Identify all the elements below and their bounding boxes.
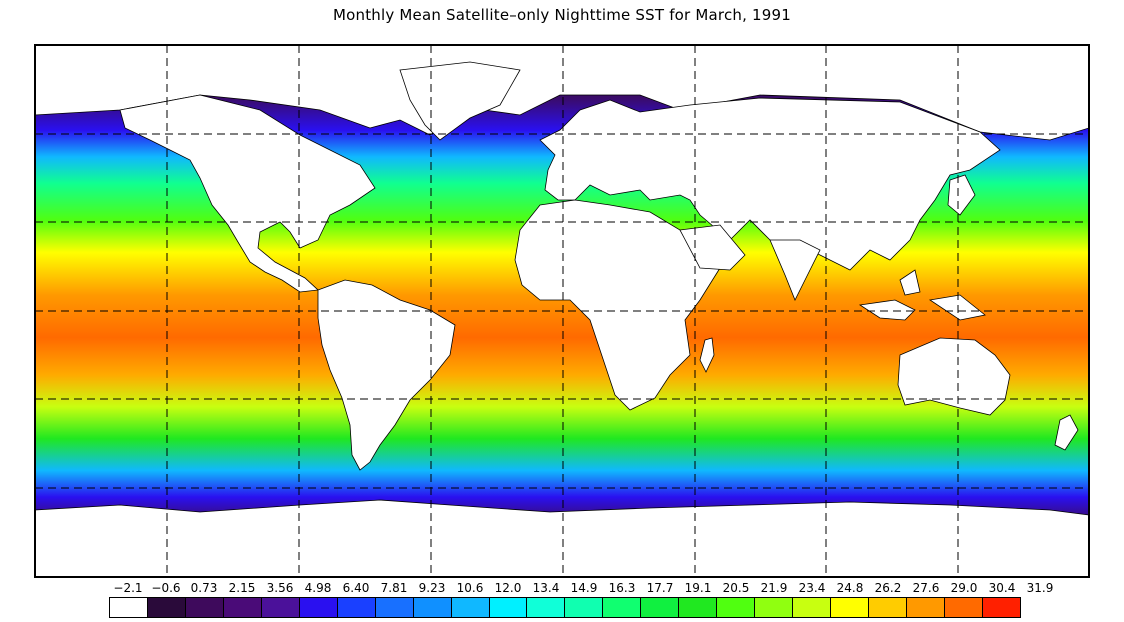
greenland bbox=[399, 61, 521, 141]
colorbar-swatch bbox=[299, 598, 338, 617]
graticule bbox=[35, 45, 1089, 577]
colorbar-tick-label: 16.3 bbox=[608, 581, 636, 595]
colorbar-tick-label: 17.7 bbox=[646, 581, 674, 595]
colorbar-tick-label: 3.56 bbox=[266, 581, 294, 595]
colorbar-tick-label: 4.98 bbox=[304, 581, 332, 595]
colorbar-tick-label: 26.2 bbox=[874, 581, 902, 595]
colorbar-swatch bbox=[793, 598, 832, 617]
colorbar-tick-label: 21.9 bbox=[760, 581, 788, 595]
sst-map bbox=[34, 44, 1090, 578]
colorbar-swatch bbox=[869, 598, 908, 617]
australia bbox=[897, 337, 1011, 416]
colorbar-swatch bbox=[261, 598, 300, 617]
colorbar-tick-label: 14.9 bbox=[570, 581, 598, 595]
colorbar-swatch bbox=[147, 598, 186, 617]
colorbar-swatch bbox=[527, 598, 566, 617]
colorbar-swatch bbox=[603, 598, 642, 617]
map-frame bbox=[34, 44, 1090, 578]
colorbar-tick-label: 12.0 bbox=[494, 581, 522, 595]
colorbar-tick-label: 6.40 bbox=[342, 581, 370, 595]
colorbar-swatch bbox=[489, 598, 528, 617]
colorbar-swatch bbox=[717, 598, 756, 617]
arabia bbox=[679, 224, 746, 271]
colorbar-swatch bbox=[944, 598, 983, 617]
colorbar-swatch bbox=[755, 598, 794, 617]
north-america bbox=[119, 94, 376, 293]
colorbar-tick-label: 29.0 bbox=[950, 581, 978, 595]
colorbar-swatch bbox=[907, 598, 945, 617]
colorbar-swatch bbox=[565, 598, 604, 617]
colorbar-swatch bbox=[451, 598, 490, 617]
colorbar-tick-label: 23.4 bbox=[798, 581, 826, 595]
colorbar-tick-label: 13.4 bbox=[532, 581, 560, 595]
colorbar-tick-label: 10.6 bbox=[456, 581, 484, 595]
africa bbox=[514, 199, 721, 411]
colorbar-swatch bbox=[337, 598, 376, 617]
colorbar-swatch bbox=[831, 598, 870, 617]
colorbar-tick-label: 24.8 bbox=[836, 581, 864, 595]
colorbar-tick-label: 2.15 bbox=[228, 581, 256, 595]
colorbar bbox=[109, 597, 1021, 618]
colorbar-swatch bbox=[413, 598, 452, 617]
colorbar-tick-label: 19.1 bbox=[684, 581, 712, 595]
colorbar-tick-label: 0.73 bbox=[190, 581, 218, 595]
new-zealand bbox=[1054, 414, 1079, 451]
map-title: Monthly Mean Satellite–only Nighttime SS… bbox=[332, 6, 792, 24]
colorbar-tick-label: 27.6 bbox=[912, 581, 940, 595]
colorbar-swatch bbox=[223, 598, 262, 617]
japan bbox=[947, 174, 976, 216]
colorbar-swatch bbox=[185, 598, 224, 617]
colorbar-swatch bbox=[375, 598, 414, 617]
colorbar-swatch bbox=[641, 598, 680, 617]
madagascar bbox=[699, 337, 715, 373]
colorbar-tick-label: 9.23 bbox=[418, 581, 446, 595]
colorbar-tick-label: 20.5 bbox=[722, 581, 750, 595]
colorbar-tick-label: 7.81 bbox=[380, 581, 408, 595]
south-america bbox=[317, 279, 456, 471]
colorbar-swatch bbox=[679, 598, 718, 617]
colorbar-tick-label: −0.6 bbox=[151, 581, 181, 595]
colorbar-tick-label: 31.9 bbox=[1026, 581, 1054, 595]
colorbar-tick-label: −2.1 bbox=[113, 581, 143, 595]
colorbar-swatch bbox=[982, 598, 1020, 617]
colorbar-labels: −2.1 −0.6 0.73 2.15 3.56 4.98 6.40 7.81 9.23 10.6… bbox=[0, 581, 1124, 597]
india bbox=[769, 239, 821, 301]
indonesia bbox=[858, 269, 986, 321]
colorbar-swatch bbox=[110, 598, 148, 617]
colorbar-tick-label: 30.4 bbox=[988, 581, 1016, 595]
arctic-region bbox=[35, 45, 1089, 141]
antarctica bbox=[35, 499, 1089, 577]
